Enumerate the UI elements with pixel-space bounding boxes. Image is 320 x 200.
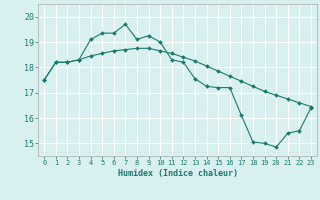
X-axis label: Humidex (Indice chaleur): Humidex (Indice chaleur) <box>118 169 238 178</box>
